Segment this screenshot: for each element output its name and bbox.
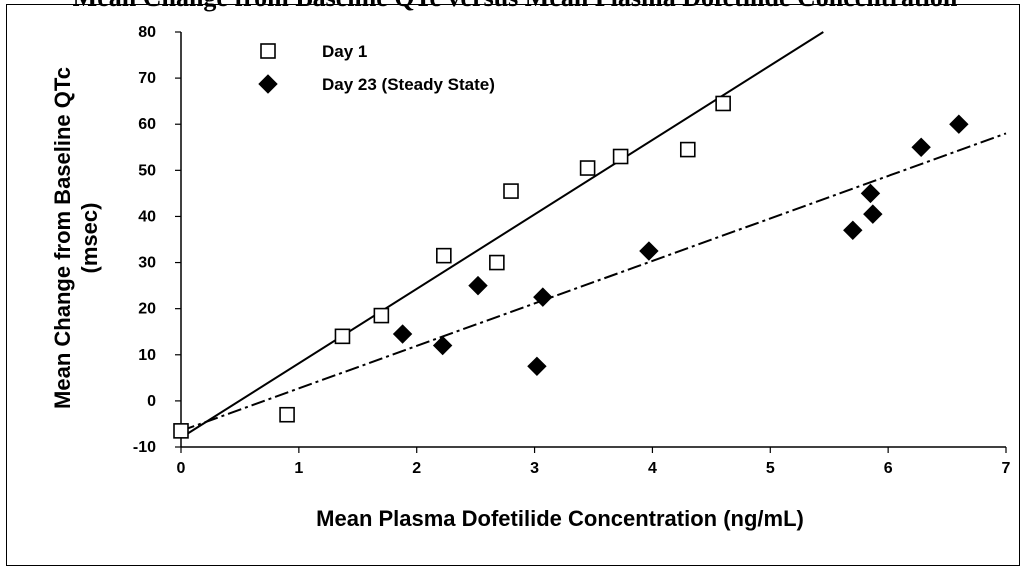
- point-day-1: [715, 95, 731, 112]
- x-tick-label: 2: [412, 460, 421, 477]
- chart-frame: [6, 4, 1020, 566]
- x-tick-label: 4: [648, 460, 657, 477]
- legend-label: Day 1: [322, 42, 367, 61]
- y-tick-label: 0: [147, 393, 156, 410]
- point-day-23: [468, 275, 488, 296]
- x-tick-label: 7: [1002, 460, 1011, 477]
- point-day-1: [373, 307, 390, 324]
- point-day-23: [533, 287, 553, 307]
- y-tick-label: 70: [138, 70, 156, 87]
- point-day-1: [503, 183, 519, 199]
- clipped-page-title: Mean Change from Baseline QTc versus Mea…: [73, 0, 958, 12]
- x-tick-label: 1: [294, 460, 303, 477]
- point-day-1: [436, 247, 452, 264]
- y-tick-label: 30: [138, 255, 156, 272]
- fit-line-series-1: [180, 132, 1007, 432]
- point-day-1: [173, 423, 189, 439]
- legend: Day 1 Day 23 (Steady State): [258, 42, 495, 94]
- x-tick-label: 0: [177, 460, 186, 477]
- point-day-23: [843, 220, 863, 240]
- y-axis-unit: (msec): [77, 203, 102, 274]
- legend-marker-day-1: [260, 43, 276, 59]
- point-day-1: [579, 160, 596, 176]
- x-tick-label: 3: [530, 460, 539, 477]
- y-tick-label: 40: [138, 208, 156, 225]
- data-points: [173, 95, 969, 439]
- point-day-23: [432, 335, 453, 356]
- point-day-1: [679, 141, 696, 158]
- point-day-23: [860, 183, 881, 204]
- legend-marker-day-23: [258, 74, 278, 94]
- point-day-1: [334, 328, 351, 345]
- point-day-1: [489, 254, 505, 271]
- point-day-23: [639, 241, 659, 261]
- y-tick-label: 60: [138, 116, 156, 133]
- ticks: -10 0 10 20 30 40 50 60 70 80 0 1 2 3 4 5 6 7: [133, 24, 1011, 477]
- point-day-1: [279, 406, 295, 423]
- axes: [180, 32, 1006, 448]
- point-day-23: [392, 324, 413, 344]
- fit-lines: [180, 31, 1007, 439]
- y-tick-label: 20: [138, 301, 156, 318]
- point-day-1: [612, 148, 629, 165]
- axis-titles: Mean Plasma Dofetilide Concentration (ng…: [50, 67, 804, 531]
- x-axis-title: Mean Plasma Dofetilide Concentration (ng…: [316, 506, 804, 531]
- legend-label: Day 23 (Steady State): [322, 75, 495, 94]
- x-tick-label: 6: [884, 460, 893, 477]
- point-day-23: [527, 356, 547, 377]
- y-tick-label: -10: [133, 439, 156, 456]
- y-tick-label: 50: [138, 162, 156, 179]
- y-tick-label: 10: [138, 347, 156, 364]
- y-axis-title: Mean Change from Baseline QTc: [50, 67, 75, 409]
- page-title: Mean Change from Baseline QTc versus Mea…: [73, 0, 958, 12]
- y-tick-label: 80: [138, 24, 156, 41]
- point-day-23: [949, 114, 969, 134]
- point-day-23: [863, 204, 883, 224]
- point-day-23: [911, 137, 931, 157]
- x-tick-label: 5: [766, 460, 775, 477]
